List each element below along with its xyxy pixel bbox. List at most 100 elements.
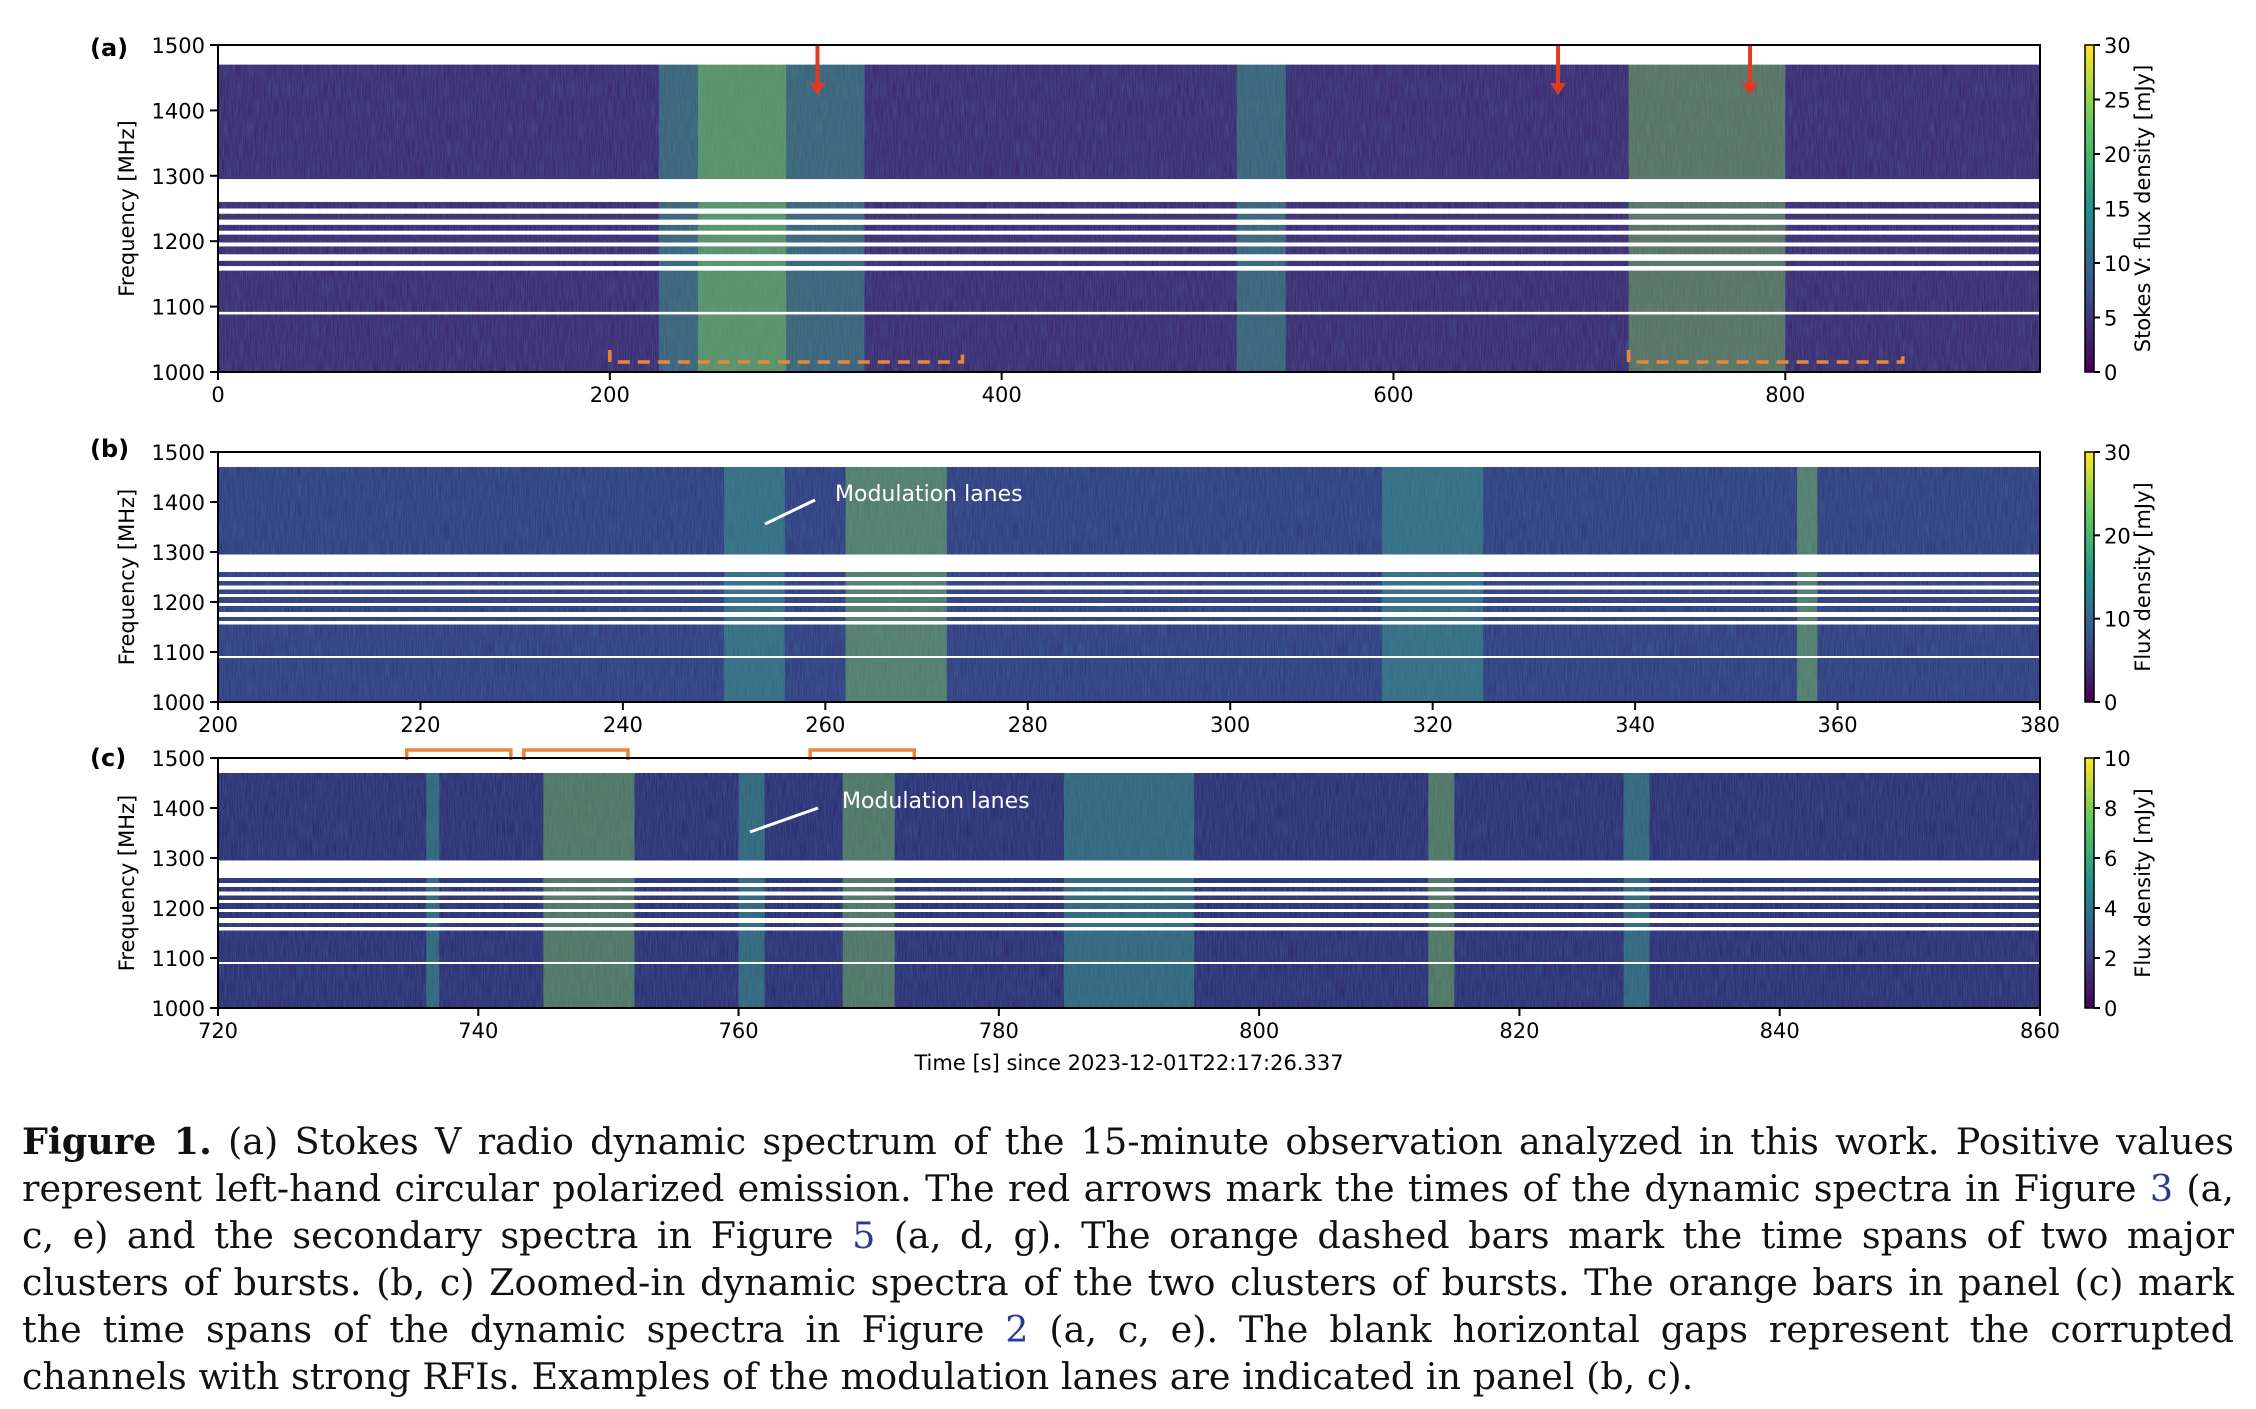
colorbar-tick-label: 2 bbox=[2104, 947, 2117, 971]
x-tick-label: 260 bbox=[805, 713, 845, 737]
rfi-gap bbox=[218, 962, 2040, 964]
plot-frame bbox=[217, 44, 2041, 373]
x-axis: 0 200 400 600 800 bbox=[211, 372, 1805, 407]
x-tick-label: 320 bbox=[1413, 713, 1453, 737]
rfi-gap bbox=[218, 909, 2040, 912]
figure-caption: Figure 1. (a) Stokes V radio dynamic spe… bbox=[22, 1118, 2234, 1400]
x-tick-label: 0 bbox=[211, 383, 224, 407]
figure-3-link[interactable]: 3 bbox=[2149, 1167, 2174, 1210]
x-tick-label: 740 bbox=[458, 1019, 498, 1043]
x-tick-label: 240 bbox=[603, 713, 643, 737]
rfi-gap bbox=[218, 577, 2040, 581]
caption-text-2: (a, c, e) and the secondary spectra in F… bbox=[22, 1167, 2234, 1257]
x-tick-label: 600 bbox=[1373, 383, 1413, 407]
x-tick-label: 400 bbox=[982, 383, 1022, 407]
y-axis: 1000 1100 1200 1300 1400 1500 bbox=[152, 441, 218, 715]
x-tick-label: 840 bbox=[1760, 1019, 1800, 1043]
rfi-gap bbox=[218, 266, 2040, 271]
y-tick-label: 1100 bbox=[152, 641, 205, 665]
colorbar-tick-label: 25 bbox=[2104, 89, 2131, 113]
rfi-gap bbox=[218, 860, 2040, 878]
rfi-gap bbox=[218, 918, 2040, 923]
rfi-gap bbox=[218, 254, 2040, 261]
figure-2-link[interactable]: 2 bbox=[1005, 1308, 1029, 1351]
rfi-gap bbox=[218, 311, 2040, 315]
colorbar-tick-label: 20 bbox=[2104, 143, 2131, 167]
rfi-gap bbox=[218, 242, 2040, 247]
colorbar-tick-label: 6 bbox=[2104, 847, 2117, 871]
colorbar-tick-label: 15 bbox=[2104, 198, 2131, 222]
colorbar-tick-label: 10 bbox=[2104, 747, 2131, 771]
rfi-gap bbox=[218, 621, 2040, 625]
rfi-gap bbox=[218, 900, 2040, 903]
rfi-gap bbox=[218, 230, 2040, 235]
colorbar-label: Flux density [mJy] bbox=[2131, 482, 2155, 671]
x-axis: 720 740 760 780 800 820 840 860 bbox=[198, 1008, 2060, 1043]
caption-text-3: (a, d, g). The orange dashed bars mark t… bbox=[22, 1214, 2234, 1351]
colorbar-tick-label: 0 bbox=[2104, 691, 2117, 715]
x-tick-label: 300 bbox=[1210, 713, 1250, 737]
colorbar-scale bbox=[2084, 451, 2095, 703]
y-tick-label: 1300 bbox=[152, 165, 205, 189]
rfi-gap bbox=[218, 883, 2040, 887]
x-tick-label: 220 bbox=[400, 713, 440, 737]
y-tick-label: 1100 bbox=[152, 296, 205, 320]
colorbar-scale bbox=[2084, 44, 2095, 373]
y-tick-label: 1500 bbox=[152, 34, 205, 58]
plot-frame bbox=[217, 451, 2041, 703]
y-tick-label: 1300 bbox=[152, 847, 205, 871]
panel-c: (c) Modulation lanes 1000 1100 1200 1300 140… bbox=[90, 744, 2155, 1075]
y-tick-label: 1200 bbox=[152, 591, 205, 615]
figure-5-link[interactable]: 5 bbox=[852, 1214, 876, 1257]
red-arrow-head bbox=[1550, 83, 1567, 95]
colorbar-tick-label: 4 bbox=[2104, 897, 2117, 921]
red-arrow-head bbox=[809, 83, 826, 95]
rfi-gap bbox=[218, 758, 2040, 773]
rfi-gap bbox=[218, 891, 2040, 896]
rfi-gaps bbox=[218, 758, 2040, 964]
y-tick-label: 1500 bbox=[152, 747, 205, 771]
colorbar-tick-label: 5 bbox=[2104, 307, 2117, 331]
y-tick-label: 1200 bbox=[152, 897, 205, 921]
annotation-modulation-lanes: Modulation lanes bbox=[835, 482, 1023, 507]
panel-label: (c) bbox=[90, 744, 126, 772]
colorbar-tick-label: 0 bbox=[2104, 997, 2117, 1021]
x-tick-label: 380 bbox=[2020, 713, 2060, 737]
y-tick-label: 1000 bbox=[152, 997, 205, 1021]
x-axis-label: Time [s] since 2023-12-01T22:17:26.337 bbox=[913, 1051, 1343, 1075]
x-tick-label: 200 bbox=[198, 713, 238, 737]
markers bbox=[404, 748, 917, 760]
colorbar-tick-label: 0 bbox=[2104, 361, 2117, 385]
colorbar-scale bbox=[2084, 757, 2095, 1009]
x-tick-label: 820 bbox=[1499, 1019, 1539, 1043]
y-tick-label: 1000 bbox=[152, 691, 205, 715]
markers bbox=[608, 45, 1905, 364]
rfi-gap bbox=[218, 656, 2040, 658]
red-arrow-head bbox=[1742, 83, 1759, 95]
annotation-modulation-lanes: Modulation lanes bbox=[842, 789, 1030, 814]
panel-b: (b) Modulation lanes 1000 1100 1200 1300 140… bbox=[90, 435, 2155, 737]
rfi-gap bbox=[218, 219, 2040, 225]
rfi-gap bbox=[218, 179, 2040, 202]
y-tick-label: 1400 bbox=[152, 797, 205, 821]
x-tick-label: 280 bbox=[1008, 713, 1048, 737]
colorbar-label: Stokes V: flux density [mJy] bbox=[2131, 65, 2155, 353]
rfi-gap bbox=[218, 208, 2040, 214]
rfi-gap bbox=[218, 45, 2040, 65]
x-tick-label: 340 bbox=[1615, 713, 1655, 737]
rfi-gap bbox=[218, 554, 2040, 572]
colorbar-label: Flux density [mJy] bbox=[2131, 788, 2155, 977]
plot-frame bbox=[217, 757, 2041, 1009]
x-tick-label: 800 bbox=[1765, 383, 1805, 407]
y-axis-label: Frequency [MHz] bbox=[115, 489, 139, 665]
orange-bar bbox=[808, 748, 917, 760]
colorbar-tick-label: 10 bbox=[2104, 608, 2131, 632]
panel-label: (b) bbox=[90, 435, 129, 463]
x-tick-label: 800 bbox=[1239, 1019, 1279, 1043]
orange-bar bbox=[404, 748, 513, 760]
